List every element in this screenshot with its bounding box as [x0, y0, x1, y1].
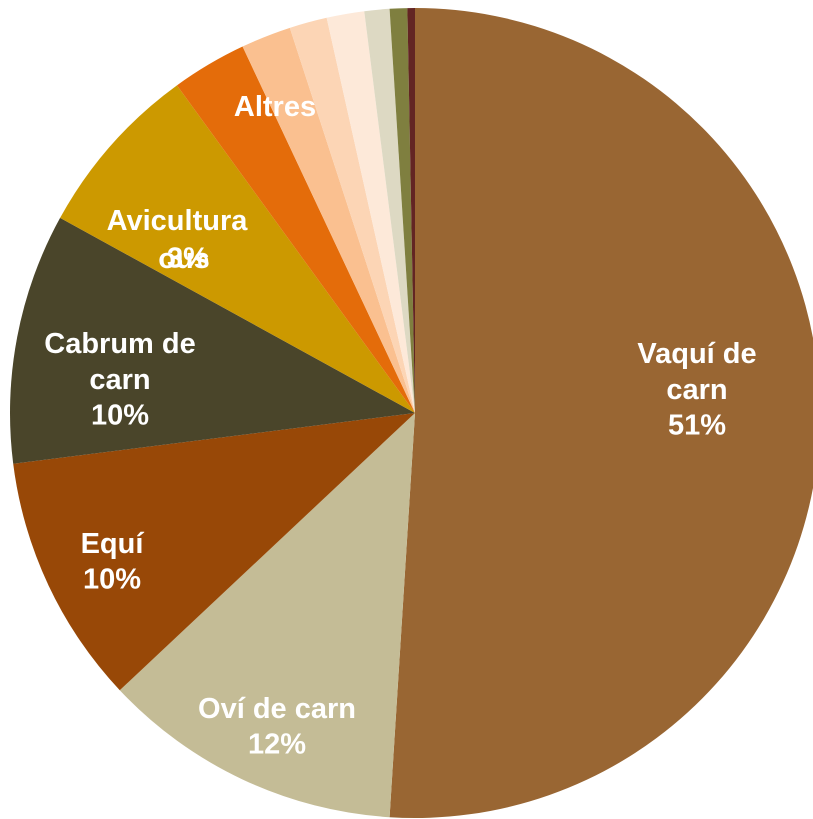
label-line: Oví de carn: [198, 693, 356, 725]
pie-slice: [119, 413, 416, 818]
pie-slice: [60, 85, 415, 413]
slice-label: Oví de carn: [198, 693, 356, 725]
slice-label: ous: [158, 243, 210, 275]
value-label: 10%: [83, 564, 141, 596]
slice-label: Cabrum de carn: [44, 328, 195, 396]
pie-slice: [13, 413, 416, 691]
value-label: 51%: [668, 410, 726, 442]
label-line: Vaquí de: [637, 338, 756, 370]
label-line: Avicultura: [107, 205, 249, 237]
pie-slice: [242, 27, 415, 413]
value-label: 10%: [91, 400, 149, 432]
label-line: carn: [666, 374, 727, 406]
pie-slice: [176, 46, 415, 413]
label-line: ous: [158, 243, 210, 275]
slice-label: Equí: [81, 528, 145, 560]
pie-slice: [407, 8, 415, 413]
value-label: 3%: [167, 243, 209, 275]
slice-label: Vaquí de carn: [637, 338, 756, 406]
slice-label: Avicultura: [107, 205, 249, 237]
label-line: Altres: [234, 91, 316, 123]
pie-slice: [364, 8, 415, 414]
label-line: Equí: [81, 528, 145, 560]
label-line: carn: [89, 364, 150, 396]
value-label: 12%: [248, 729, 306, 761]
pie-slice: [10, 217, 416, 464]
pie-slice: [389, 8, 813, 818]
slice-label: Altres: [234, 91, 316, 123]
pie-slice: [389, 8, 415, 413]
pie-slice: [326, 11, 415, 414]
pie-slice: [289, 17, 415, 413]
label-line: Cabrum de: [44, 328, 195, 360]
